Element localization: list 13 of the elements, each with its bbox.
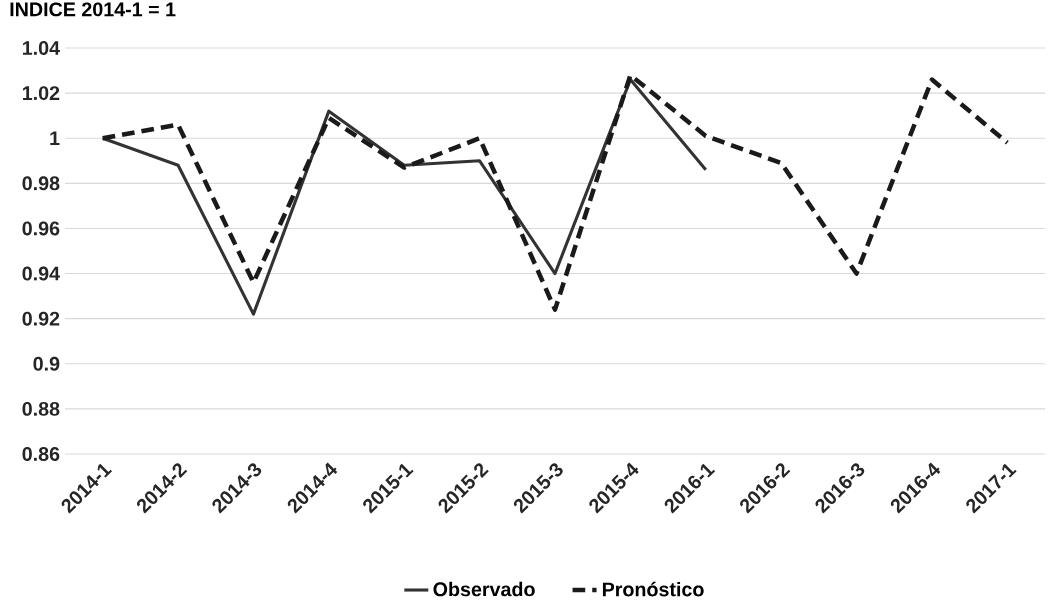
y-tick-label: 0.98	[22, 176, 60, 191]
y-tick-label: 0.96	[22, 221, 60, 236]
chart-title: INDICE 2014-1 = 1	[10, 2, 176, 17]
y-tick-label: 1.04	[22, 41, 60, 55]
y-tick-label: 0.86	[22, 447, 60, 461]
y-tick-label: 1	[50, 131, 60, 145]
legend-label: Pronóstico	[602, 581, 704, 597]
y-tick-label: 1.02	[22, 86, 60, 101]
y-tick-label: 0.94	[22, 266, 60, 281]
y-tick-label: 0.9	[33, 356, 60, 371]
legend-label: Observado	[433, 581, 535, 597]
y-tick-label: 0.92	[22, 311, 60, 326]
y-tick-label: 0.88	[22, 401, 60, 416]
